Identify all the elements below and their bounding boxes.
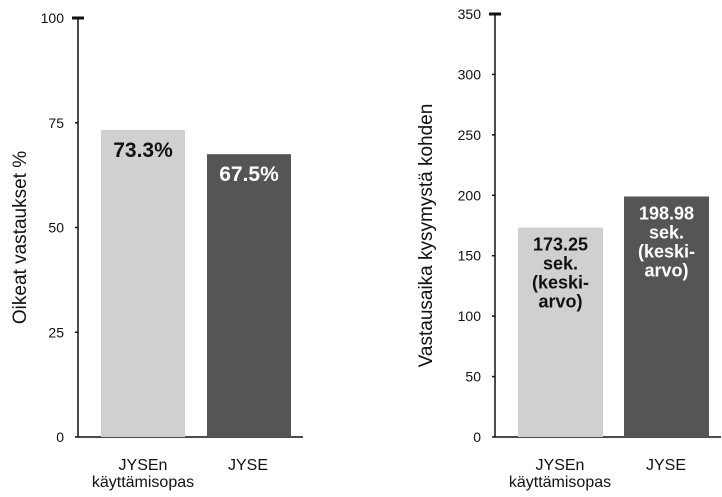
bar-value-label-line: 173.25	[533, 235, 588, 255]
bar-value-label-line: 198.98	[639, 204, 694, 224]
x-category-label-line: käyttämisopas	[509, 474, 611, 491]
y-tick-label: 0	[56, 429, 64, 445]
bar-value-label: 67.5%	[219, 163, 279, 186]
y-tick-label: 75	[48, 115, 64, 131]
chart-correct-answers: 0 25 50 75 100 Oikeat vastaukset % 73.3% JYSEn k…	[10, 10, 303, 491]
y-axis-title: Vastausaika kysymystä kohden	[416, 104, 437, 368]
y-tick-label: 150	[458, 248, 482, 264]
x-category-label: JYSE	[646, 457, 686, 474]
y-tick-label: 100	[41, 10, 65, 26]
y-tick-label: 350	[458, 6, 482, 22]
bar-value-label: 198.98 sek. (keski-arvo)	[638, 204, 695, 281]
bar	[207, 154, 291, 438]
bar-value-label-line: arvo)	[538, 292, 582, 312]
x-category-label: JYSEn käyttämisopas	[509, 457, 611, 491]
x-category-label-line: JYSE	[228, 457, 268, 474]
bar-value-label-line: sek.	[649, 223, 684, 243]
y-tick-label: 0	[473, 429, 481, 445]
y-axis-title: Oikeat vastaukset %	[10, 151, 31, 324]
x-category-label-line: JYSE	[646, 457, 686, 474]
bar	[101, 129, 185, 438]
bar	[624, 196, 709, 437]
bar-value-label-line: 67.5%	[219, 163, 279, 186]
bar	[518, 227, 603, 437]
bar-value-label-line: 73.3%	[113, 139, 173, 162]
y-tick-label: 300	[458, 66, 482, 82]
x-category-label: JYSEn käyttämisopas	[92, 457, 194, 491]
y-tick-label: 100	[458, 308, 482, 324]
x-category-label-line: käyttämisopas	[92, 474, 194, 491]
y-tick-label: 25	[48, 324, 64, 340]
y-tick-label: 50	[465, 369, 481, 385]
chart-response-time: 0 50 100 150 200 250 300 350 Vastausaika kysymys…	[416, 6, 721, 491]
x-category-label: JYSE	[228, 457, 268, 474]
bar-value-label-line: (keski-	[638, 242, 695, 262]
bar-value-label-line: sek.	[543, 254, 578, 274]
bar-value-label-line: arvo)	[644, 261, 688, 281]
y-tick-label: 50	[48, 220, 64, 236]
bar-value-label: 173.25 sek. (keski-arvo)	[532, 235, 589, 312]
x-category-label-line: JYSEn	[119, 457, 168, 474]
y-tick-label: 200	[458, 187, 482, 203]
bar-value-label-line: (keski-	[532, 273, 589, 293]
x-category-label-line: JYSEn	[536, 457, 585, 474]
bar-value-label: 73.3%	[113, 139, 173, 162]
y-tick-label: 250	[458, 127, 482, 143]
